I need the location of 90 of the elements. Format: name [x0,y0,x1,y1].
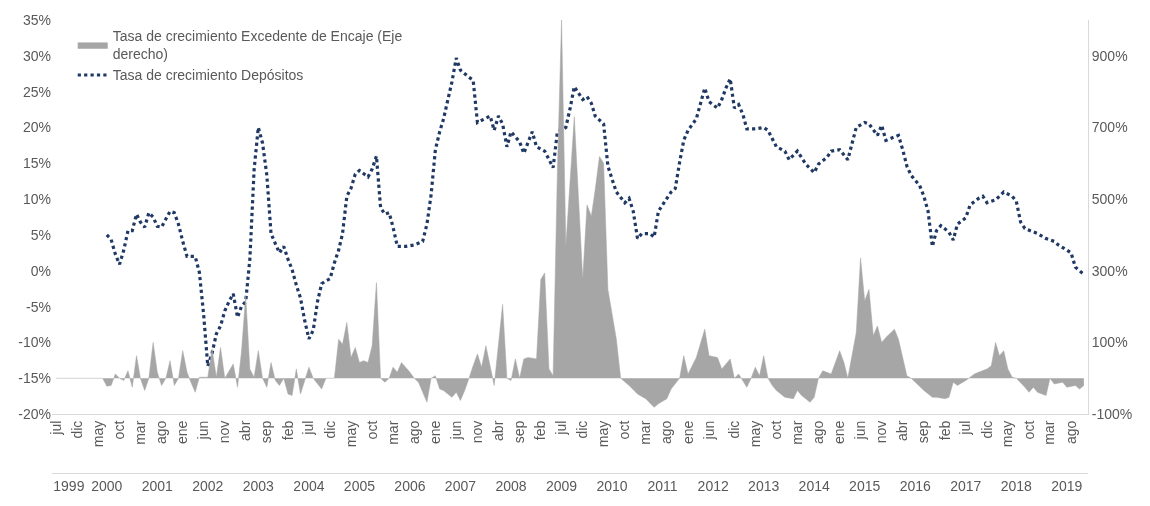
x-tick-label: jun [852,420,869,441]
x-tick-label: mar [384,420,401,445]
x-tick-label: jun [195,420,212,441]
x-tick-label: oct [1020,420,1037,440]
y-tick-label: 20% [22,119,51,136]
x-tick-label: ago [658,420,675,445]
x-tick-label: may [746,420,763,448]
x-tick-label: jul [957,420,974,436]
y-tick-label: -10% [18,334,51,351]
x-tick-label: mar [788,420,805,445]
x-tick-label: ago [1062,420,1079,445]
x-tick-label: nov [873,420,890,444]
x-tick-label: may [89,420,106,448]
x-tick-label: oct [616,420,633,440]
x-tick-label: feb [279,420,296,441]
x2-tick-label: 1999 [53,477,85,494]
x-tick-label: oct [363,420,380,440]
x-tick-label: nov [216,420,233,444]
legend-label: Tasa de crecimiento Excedente de Encaje (Eje derecho) [112,28,403,63]
x-tick-label: abr [894,420,911,441]
y2-tick-label: 700% [1091,119,1128,136]
x-tick-label: ago [810,420,827,445]
x-tick-label: may [999,420,1016,448]
x-tick-label: oct [767,420,784,440]
x2-tick-label: 2010 [596,477,628,494]
x-tick-label: ago [153,420,170,445]
x-tick-label: abr [237,420,254,441]
x2-tick-label: 2004 [293,477,325,494]
x2-tick-label: 2009 [545,477,578,494]
x-tick-label: abr [490,420,507,441]
y-tick-label: -20% [18,406,51,423]
x-tick-label: ago [405,420,422,445]
x-tick-label: sep [258,420,275,444]
y-tick-label: 35% [22,11,51,28]
x2-tick-label: 2000 [91,477,123,494]
x-tick-label: jul [553,420,570,436]
x2-tick-label: 2015 [849,477,881,494]
x-tick-label: ene [174,420,191,445]
y-tick-label: 5% [30,226,51,243]
x-tick-label: dic [321,420,338,439]
x2-tick-label: 2012 [697,477,729,494]
x-tick-label: may [595,420,612,448]
x-tick-label: sep [511,420,528,444]
x-tick-label: ene [426,420,443,445]
x-tick-label: ene [679,420,696,445]
y2-tick-label: -100% [1091,406,1133,423]
x-tick-label: jul [300,420,317,436]
x2-tick-label: 2008 [495,477,527,494]
y-tick-label: 15% [22,155,51,172]
y-tick-label: -5% [26,298,51,315]
x-tick-label: mar [131,420,148,445]
y-tick-label: 10% [22,191,51,208]
x-tick-label: jun [700,420,717,441]
y2-tick-label: 900% [1091,47,1128,64]
x2-tick-label: 2019 [1051,477,1083,494]
y-tick-label: -15% [18,370,51,387]
x-tick-label: ene [831,420,848,445]
x2-tick-label: 2005 [343,477,376,494]
x2-tick-label: 2001 [141,477,174,494]
x2-tick-label: 2007 [444,477,477,494]
x-tick-label: feb [532,420,549,441]
y2-tick-label: 100% [1091,334,1128,351]
x2-tick-label: 2003 [242,477,275,494]
x2-tick-label: 2017 [950,477,982,494]
y-tick-label: 25% [22,83,51,100]
y-tick-label: 30% [22,47,51,64]
y-tick-label: 0% [30,262,51,279]
x-tick-label: dic [725,420,742,439]
x-tick-label: may [342,420,359,448]
x-tick-label: sep [915,420,932,444]
y2-tick-label: 300% [1091,262,1128,279]
x-tick-label: mar [637,420,654,445]
x2-tick-label: 2018 [1000,477,1033,494]
x-tick-label: dic [68,420,85,439]
x-tick-label: nov [468,420,485,444]
x2-tick-label: 2002 [192,477,224,494]
x-tick-label: jul [47,420,64,436]
x-tick-label: oct [111,420,128,440]
x2-tick-label: 2011 [647,477,678,494]
x-tick-label: jun [447,420,464,441]
x2-tick-label: 2014 [798,477,830,494]
x2-tick-label: 2013 [748,477,780,494]
x-tick-label: dic [574,420,591,439]
y2-tick-label: 500% [1091,191,1128,208]
x-tick-label: dic [978,420,995,439]
x2-tick-label: 2006 [394,477,426,494]
x-tick-label: mar [1041,420,1058,445]
legend-label: Tasa de crecimiento Depósitos [112,67,304,84]
x-tick-label: feb [936,420,953,441]
x2-tick-label: 2016 [899,477,932,494]
